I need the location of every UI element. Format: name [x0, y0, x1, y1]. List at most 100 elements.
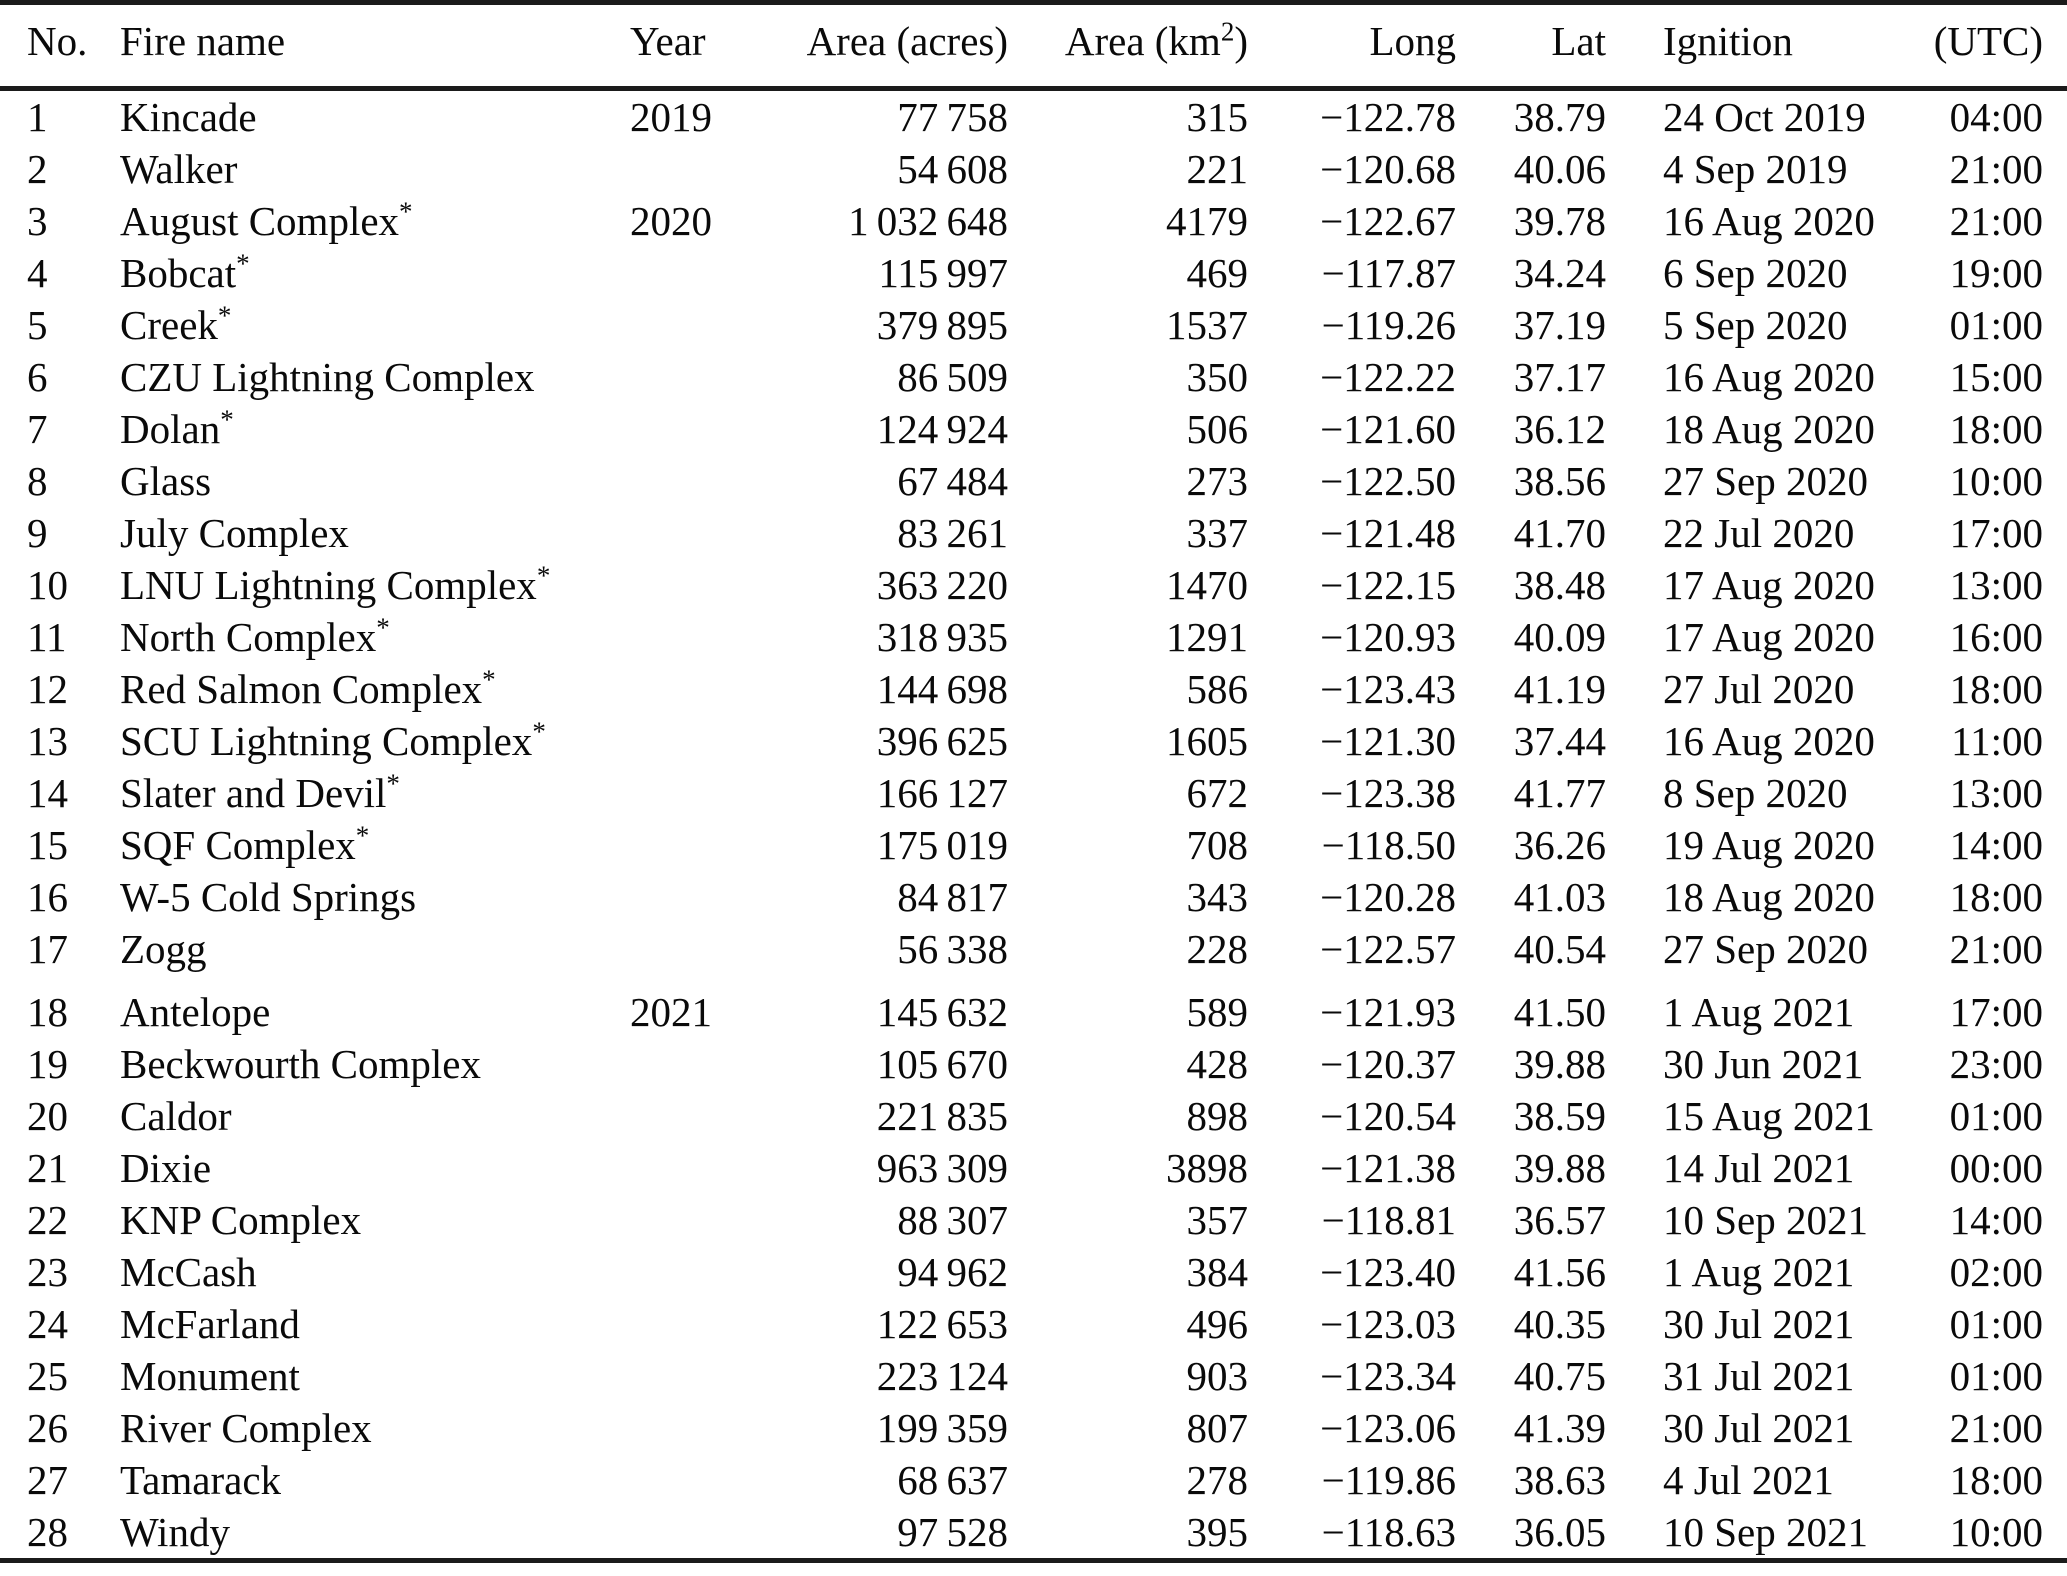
latitude-cell: 39.78	[1513, 198, 1606, 244]
area-km2-cell: 708	[1186, 822, 1249, 868]
fire-name-cell: KNP Complex	[120, 1194, 630, 1246]
longitude-cell: −118.50	[1321, 822, 1456, 868]
longitude-cell: −119.86	[1321, 1457, 1456, 1503]
table-row: 10 LNU Lightning Complex* 363 220 1470 −…	[0, 559, 2067, 611]
ignition-date-cell: 15 Aug 2021	[1663, 1093, 1875, 1139]
table-row: 15 SQF Complex* 175 019 708 −118.50 36.2…	[0, 819, 2067, 871]
year-cell	[630, 299, 730, 351]
ignition-date-cell: 10 Sep 2021	[1663, 1197, 1868, 1243]
area-km2-cell: 586	[1186, 666, 1249, 712]
fire-number-cell: 14	[27, 770, 68, 816]
longitude-cell: −122.50	[1320, 458, 1456, 504]
ignition-time-utc-cell: 01:00	[1949, 302, 2043, 348]
fire-number-cell: 15	[27, 822, 68, 868]
fire-name-text: July Complex	[120, 510, 349, 556]
ignition-time-utc-cell: 17:00	[1949, 510, 2043, 556]
fire-number-cell: 23	[27, 1249, 68, 1295]
area-km2-cell: 357	[1186, 1197, 1249, 1243]
table-row: 17 Zogg 56 338 228 −122.57 40.54 27 Sep …	[0, 923, 2067, 986]
table-row: 19 Beckwourth Complex 105 670 428 −120.3…	[0, 1038, 2067, 1090]
longitude-cell: −123.03	[1320, 1301, 1456, 1347]
latitude-cell: 41.56	[1513, 1249, 1606, 1295]
year-cell	[630, 767, 730, 819]
fire-name-text: Slater and Devil	[120, 770, 387, 816]
fire-name-text: Creek	[120, 302, 218, 348]
area-acres-cell: 77 758	[897, 94, 1008, 140]
fire-name-asterisk: *	[532, 716, 546, 747]
ignition-date-cell: 31 Jul 2021	[1663, 1353, 1855, 1399]
area-acres-cell: 144 698	[876, 666, 1008, 712]
column-header-area-km2: Area (km2)	[1008, 2, 1248, 91]
fire-name-text: Zogg	[120, 926, 207, 972]
area-acres-cell: 56 338	[897, 926, 1008, 972]
fire-name-cell: SCU Lightning Complex*	[120, 715, 630, 767]
area-acres-cell: 83 261	[897, 510, 1008, 556]
year-cell	[630, 1402, 730, 1454]
longitude-cell: −120.54	[1320, 1093, 1456, 1139]
year-cell	[630, 1142, 730, 1194]
area-acres-cell: 94 962	[897, 1249, 1008, 1295]
longitude-cell: −121.48	[1320, 510, 1456, 556]
ignition-date-cell: 18 Aug 2020	[1663, 874, 1875, 920]
table-row: 11 North Complex* 318 935 1291 −120.93 4…	[0, 611, 2067, 663]
latitude-cell: 39.88	[1513, 1145, 1606, 1191]
latitude-cell: 41.77	[1513, 770, 1606, 816]
year-cell	[630, 1454, 730, 1506]
table-row: 5 Creek* 379 895 1537 −119.26 37.19 5 Se…	[0, 299, 2067, 351]
year-cell	[630, 819, 730, 871]
fire-name-text: North Complex	[120, 614, 377, 660]
table-row: 25 Monument 223 124 903 −123.34 40.75 31…	[0, 1350, 2067, 1402]
longitude-cell: −118.63	[1321, 1509, 1456, 1555]
ignition-date-cell: 24 Oct 2019	[1663, 94, 1866, 140]
longitude-cell: −123.40	[1320, 1249, 1456, 1295]
area-km2-cell: 278	[1186, 1457, 1249, 1503]
column-header-longitude: Long	[1248, 2, 1456, 91]
area-acres-cell: 318 935	[876, 614, 1008, 660]
fire-name-asterisk: *	[482, 664, 496, 695]
year-cell	[630, 1506, 730, 1561]
ignition-date-cell: 30 Jun 2021	[1663, 1041, 1864, 1087]
area-acres-cell: 97 528	[897, 1509, 1008, 1555]
area-km2-cell: 589	[1186, 989, 1249, 1035]
area-acres-cell: 67 484	[897, 458, 1008, 504]
area-km2-cell: 273	[1186, 458, 1249, 504]
area-acres-cell: 122 653	[876, 1301, 1008, 1347]
fire-number-cell: 8	[27, 458, 48, 504]
fire-name-text: SCU Lightning Complex	[120, 718, 533, 764]
latitude-cell: 40.75	[1513, 1353, 1606, 1399]
year-cell	[630, 715, 730, 767]
longitude-cell: −120.68	[1320, 146, 1456, 192]
fire-name-cell: LNU Lightning Complex*	[120, 559, 630, 611]
fire-number-cell: 25	[27, 1353, 68, 1399]
table-row: 9 July Complex 83 261 337 −121.48 41.70 …	[0, 507, 2067, 559]
year-cell	[630, 1038, 730, 1090]
table-row: 1 Kincade 2019 77 758 315 −122.78 38.79 …	[0, 89, 2067, 144]
ignition-date-cell: 6 Sep 2020	[1663, 250, 1848, 296]
area-km2-cell: 228	[1186, 926, 1249, 972]
area-acres-cell: 68 637	[897, 1457, 1008, 1503]
fire-name-cell: Kincade	[120, 89, 630, 144]
fire-number-cell: 10	[27, 562, 68, 608]
fire-name-cell: Dixie	[120, 1142, 630, 1194]
longitude-cell: −118.81	[1321, 1197, 1456, 1243]
year-cell	[630, 351, 730, 403]
year-cell	[630, 611, 730, 663]
latitude-cell: 36.05	[1513, 1509, 1606, 1555]
area-km2-cell: 428	[1186, 1041, 1249, 1087]
ignition-time-utc-cell: 23:00	[1949, 1041, 2043, 1087]
table-row: 12 Red Salmon Complex* 144 698 586 −123.…	[0, 663, 2067, 715]
fire-name-asterisk: *	[355, 820, 370, 851]
area-acres-cell: 379 895	[876, 302, 1008, 348]
fire-name-text: Tamarack	[120, 1457, 282, 1503]
fire-number-cell: 21	[27, 1145, 68, 1191]
fire-name-cell: Dolan*	[120, 403, 630, 455]
fire-name-text: Bobcat	[120, 250, 237, 296]
fire-number-cell: 9	[27, 510, 48, 556]
fire-name-cell: August Complex*	[120, 195, 630, 247]
ignition-time-utc-cell: 19:00	[1949, 250, 2043, 296]
ignition-date-cell: 27 Sep 2020	[1663, 458, 1868, 504]
ignition-time-utc-cell: 13:00	[1949, 562, 2043, 608]
year-cell	[630, 403, 730, 455]
longitude-cell: −123.06	[1320, 1405, 1456, 1451]
fire-name-text: Beckwourth Complex	[120, 1041, 481, 1087]
